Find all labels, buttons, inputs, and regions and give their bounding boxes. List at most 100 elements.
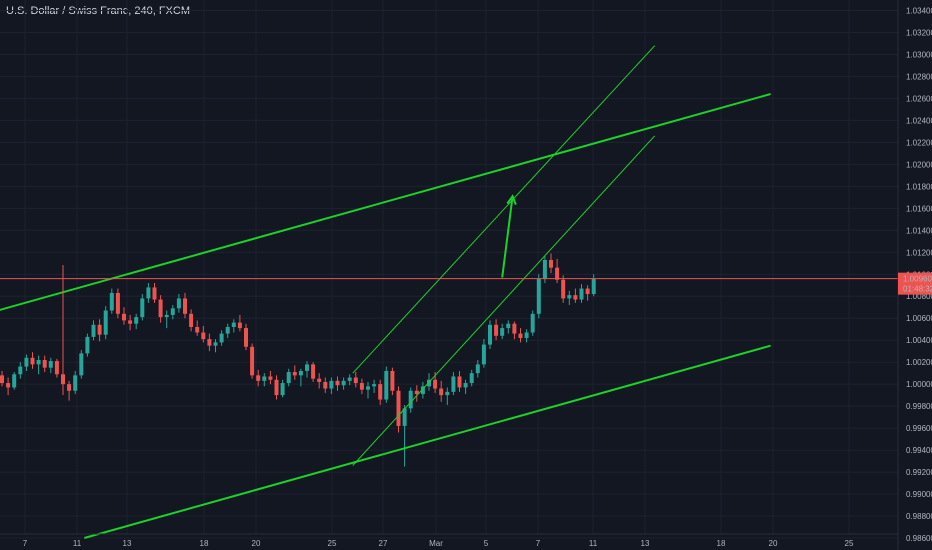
candle-body xyxy=(372,384,377,387)
candle xyxy=(457,370,462,392)
candle xyxy=(30,352,35,369)
candle xyxy=(12,372,17,390)
price-tick-label: 1.00600 xyxy=(906,314,932,323)
candle xyxy=(140,294,145,321)
candle-body xyxy=(30,357,35,365)
candle-body xyxy=(408,390,413,409)
channel-lower-line[interactable] xyxy=(352,135,656,466)
candle xyxy=(524,329,529,343)
price-tick-label: 1.03000 xyxy=(906,50,932,59)
candle xyxy=(549,253,553,274)
candle xyxy=(536,274,541,319)
candle-body xyxy=(536,278,541,314)
candle-body xyxy=(555,267,560,280)
candle xyxy=(378,379,383,406)
candle xyxy=(79,350,84,379)
candle xyxy=(97,319,102,342)
candle xyxy=(451,372,456,396)
candle-body xyxy=(36,359,41,365)
candle xyxy=(311,362,316,382)
time-tick-label: 18 xyxy=(717,539,726,548)
candle xyxy=(445,387,450,406)
candle xyxy=(0,370,4,387)
price-tick-label: 1.00800 xyxy=(906,292,932,301)
candle-body xyxy=(219,333,224,343)
candle-body xyxy=(225,327,230,334)
candle-body xyxy=(451,376,456,392)
candle-body xyxy=(140,298,145,318)
candle xyxy=(518,328,523,343)
candle xyxy=(67,380,72,401)
candle-body xyxy=(542,259,547,279)
time-tick-label: 25 xyxy=(328,539,337,548)
candle xyxy=(268,370,273,385)
candle xyxy=(402,405,407,467)
candle-body xyxy=(585,288,590,295)
candle-body xyxy=(274,379,279,396)
candle xyxy=(494,319,499,341)
candle-body xyxy=(146,287,151,299)
candle xyxy=(244,323,248,351)
candle xyxy=(103,306,108,340)
price-tick-label: 1.01200 xyxy=(906,248,932,257)
candle xyxy=(201,325,206,343)
candle-body xyxy=(42,359,47,368)
candle xyxy=(73,370,78,395)
candle-body xyxy=(67,384,72,391)
price-tick-label: 1.03400 xyxy=(906,6,932,15)
candle-body xyxy=(500,328,505,336)
candle xyxy=(481,339,486,368)
candle xyxy=(561,275,566,303)
candle-body xyxy=(591,278,596,295)
candle-body xyxy=(463,383,468,388)
candle xyxy=(353,372,358,388)
candle-body xyxy=(311,364,316,379)
candle xyxy=(396,386,401,433)
arrow-shaft[interactable] xyxy=(501,196,514,278)
candle-body xyxy=(244,328,248,347)
candle-body xyxy=(494,324,499,336)
lower-trendline[interactable] xyxy=(84,344,771,539)
current-price-label-box xyxy=(898,272,932,295)
candle xyxy=(366,381,370,399)
candle xyxy=(164,310,169,329)
time-tick-label: 11 xyxy=(589,539,598,548)
arrow-head[interactable] xyxy=(506,194,517,205)
candle-body xyxy=(152,287,157,300)
candle xyxy=(329,377,334,395)
candle-body xyxy=(561,279,566,299)
candle xyxy=(213,339,218,353)
time-tick-label: 13 xyxy=(123,539,132,548)
candle xyxy=(54,358,59,378)
candle-body xyxy=(201,332,206,340)
candle-body xyxy=(329,380,334,389)
time-tick-label: Mar xyxy=(429,539,443,548)
candle xyxy=(530,310,535,336)
channel-upper-line[interactable] xyxy=(352,45,656,374)
upper-trendline[interactable] xyxy=(0,93,771,313)
candle-body xyxy=(402,408,407,426)
candle-body xyxy=(457,376,462,388)
candle xyxy=(115,288,120,319)
candle-body xyxy=(97,324,102,335)
price-axis[interactable]: 1.03400 1.03200 1.03000 1.02800 1.02600 1.024… xyxy=(897,0,932,550)
candle-body xyxy=(268,376,273,380)
candle xyxy=(585,285,590,301)
candle-body xyxy=(85,336,90,354)
candle-body xyxy=(231,322,236,328)
candle xyxy=(262,373,267,387)
candle xyxy=(91,320,96,341)
drawings[interactable] xyxy=(0,45,771,539)
candle xyxy=(347,374,352,386)
candle-body xyxy=(378,384,383,400)
candle-body xyxy=(134,317,139,324)
candle-body xyxy=(128,320,133,324)
candle xyxy=(573,288,578,303)
time-axis[interactable]: 7 11 13 18 20 25 27 Mar 5 7 11 13 18 20 25 xyxy=(0,533,898,548)
candle-body xyxy=(549,259,553,268)
